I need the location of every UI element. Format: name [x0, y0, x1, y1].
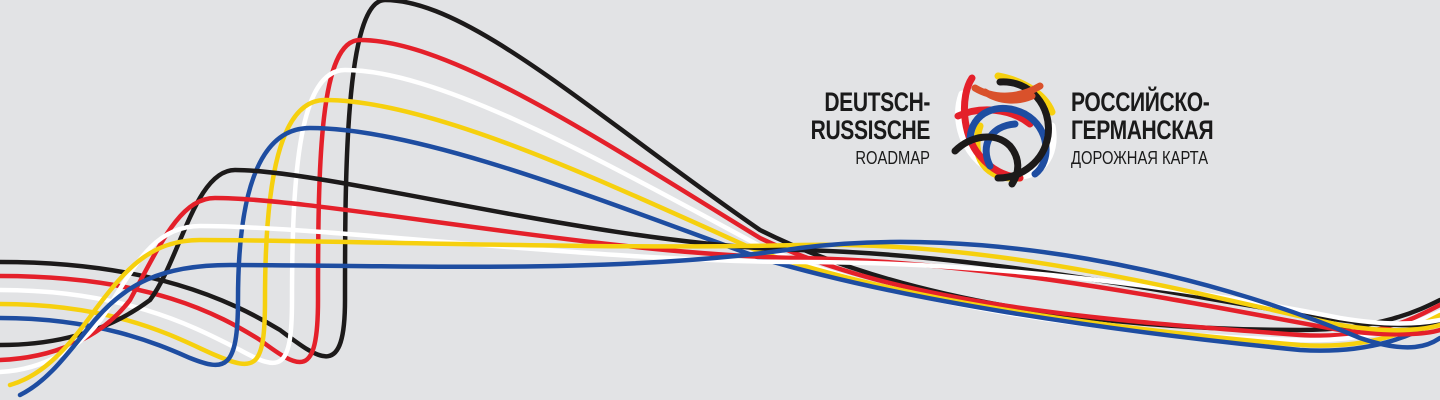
de-title-line1: DEUTSCH-: [824, 87, 930, 117]
ribbon-yellow-1: [0, 97, 1440, 367]
german-title-block: DEUTSCH- RUSSISCHE ROADMAP: [777, 87, 931, 170]
de-title-line2: RUSSISCHE: [810, 115, 931, 145]
ru-title-line3: ДОРОЖНАЯ КАРТА: [1071, 148, 1209, 168]
ribbon-group-1: [0, 0, 1440, 368]
ribbon-red-1: [0, 37, 1440, 365]
de-title-line3: ROADMAP: [855, 148, 930, 168]
interwoven-ribbon-globe-icon: [951, 72, 1057, 188]
ribbon-group-2: [0, 167, 1440, 398]
emblem-ribbon-black: [951, 78, 1052, 188]
emblem-ribbon-orange: [971, 82, 1044, 104]
ru-title-line1: РОССИЙСКО-: [1071, 87, 1210, 117]
ribbon-blue-2: [17, 239, 1440, 398]
russian-title-block: РОССИЙСКО- ГЕРМАНСКАЯ ДОРОЖНАЯ КАРТА: [1071, 88, 1253, 170]
ribbon-blue-1: [0, 125, 1440, 368]
ribbon-red-2: [0, 195, 1440, 363]
ru-title-line2: ГЕРМАНСКАЯ: [1071, 115, 1214, 145]
